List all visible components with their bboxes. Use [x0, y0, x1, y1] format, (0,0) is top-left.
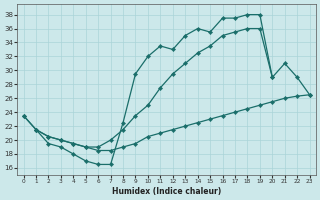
- X-axis label: Humidex (Indice chaleur): Humidex (Indice chaleur): [112, 187, 221, 196]
